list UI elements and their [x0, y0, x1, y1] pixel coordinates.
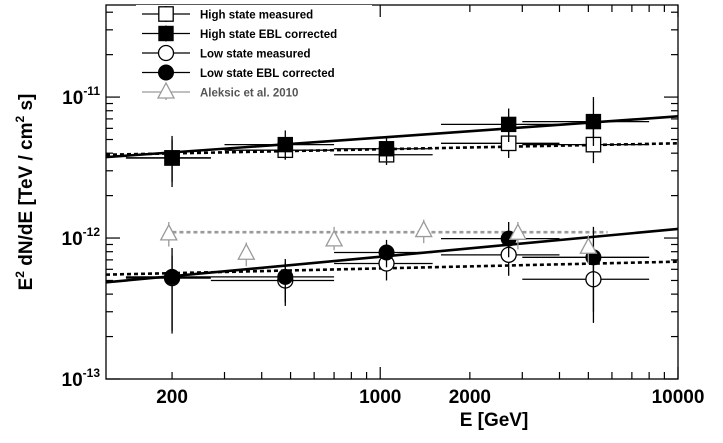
- marker-open-triangle: [237, 242, 256, 260]
- marker-filled-circle: [164, 268, 181, 285]
- marker-filled-square: [164, 150, 180, 166]
- plot-frame: [105, 4, 679, 380]
- axes: 200 1000 2000 10000 10-13 10-12 10-11: [62, 5, 705, 408]
- marker-filled-square: [277, 136, 293, 153]
- data-points: [125, 97, 650, 334]
- x-tick-label: 10000: [652, 387, 705, 408]
- marker-open-triangle: [579, 236, 598, 254]
- legend-label: Aleksic et al. 2010: [200, 88, 298, 100]
- legend-label: Low state EBL corrected: [200, 68, 335, 80]
- x-tick-label: 2000: [449, 387, 491, 408]
- marker-open-circle: [157, 44, 175, 62]
- x-tick-label: 1000: [359, 387, 401, 408]
- legend-label: Low state measured: [200, 49, 311, 61]
- marker-open-triangle: [508, 222, 527, 240]
- y-tick-label: 10-12: [62, 225, 101, 250]
- marker-filled-circle: [277, 268, 294, 285]
- marker-filled-square: [500, 116, 517, 133]
- fit-line-solid: [105, 115, 679, 159]
- marker-open-triangle: [324, 229, 344, 247]
- marker-open-square: [158, 6, 174, 22]
- legend-label: High state EBL corrected: [200, 29, 337, 41]
- marker-filled-circle: [158, 64, 174, 81]
- marker-filled-square: [378, 141, 395, 157]
- y-tick-label: 10-11: [62, 84, 100, 109]
- marker-filled-square: [585, 113, 602, 130]
- legend: High state measured High state EBL correc…: [136, 5, 372, 107]
- marker-open-triangle: [414, 220, 433, 238]
- x-axis-title: E [GeV]: [460, 410, 529, 431]
- legend-box: [136, 5, 372, 107]
- x-tick-label: 200: [156, 387, 188, 408]
- marker-filled-square: [158, 25, 174, 42]
- marker-open-triangle: [156, 81, 176, 99]
- legend-label: High state measured: [200, 10, 313, 22]
- fit-line-dotted: [105, 260, 679, 276]
- marker-open-triangle: [159, 223, 178, 241]
- y-tick-label: 10-13: [62, 366, 101, 391]
- y-axis-title: E2 dN/dE [TeV / cm2 s]: [13, 94, 37, 291]
- marker-filled-circle: [378, 244, 395, 261]
